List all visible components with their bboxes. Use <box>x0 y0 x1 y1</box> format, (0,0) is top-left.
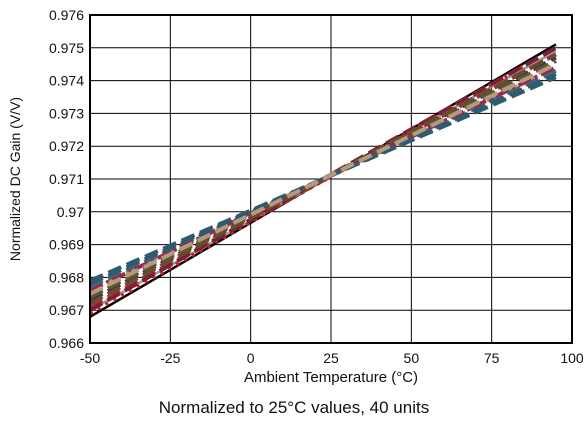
chart: 0.966 0.967 0.968 0.969 0.97 0.971 0.972 0.973 0… <box>7 7 584 386</box>
y-tick-label: 0.974 <box>49 73 84 89</box>
chart-caption: Normalized to 25°C values, 40 units <box>158 398 430 417</box>
y-tick-labels: 0.966 0.967 0.968 0.969 0.97 0.971 0.972 0.973 0… <box>49 7 84 351</box>
x-axis-label: Ambient Temperature (°C) <box>244 369 418 386</box>
y-tick-label: 0.97 <box>57 204 84 220</box>
y-tick-label: 0.966 <box>49 335 84 351</box>
x-tick-label: -25 <box>160 350 180 366</box>
y-tick-label: 0.971 <box>49 171 84 187</box>
y-axis-label: Normalized DC Gain (V/V) <box>7 97 23 261</box>
y-tick-label: 0.976 <box>49 7 84 23</box>
x-tick-labels: -50 -25 0 25 50 75 100 <box>80 350 584 366</box>
x-tick-label: 100 <box>560 350 584 366</box>
x-tick-label: 50 <box>404 350 420 366</box>
x-tick-label: 0 <box>247 350 255 366</box>
x-tick-label: -50 <box>80 350 100 366</box>
y-tick-label: 0.969 <box>49 237 84 253</box>
plot-frame <box>89 14 573 344</box>
y-tick-label: 0.973 <box>49 105 84 121</box>
x-tick-label: 75 <box>484 350 500 366</box>
gridlines <box>90 15 572 343</box>
x-tick-label: 25 <box>323 350 339 366</box>
y-tick-label: 0.972 <box>49 138 84 154</box>
y-tick-label: 0.975 <box>49 40 84 56</box>
series-line-15 <box>89 72 557 286</box>
y-tick-label: 0.968 <box>49 269 84 285</box>
series-line-4 <box>89 75 557 283</box>
series-lines <box>89 43 557 318</box>
y-tick-label: 0.967 <box>49 302 84 318</box>
series-line-16 <box>89 62 557 296</box>
